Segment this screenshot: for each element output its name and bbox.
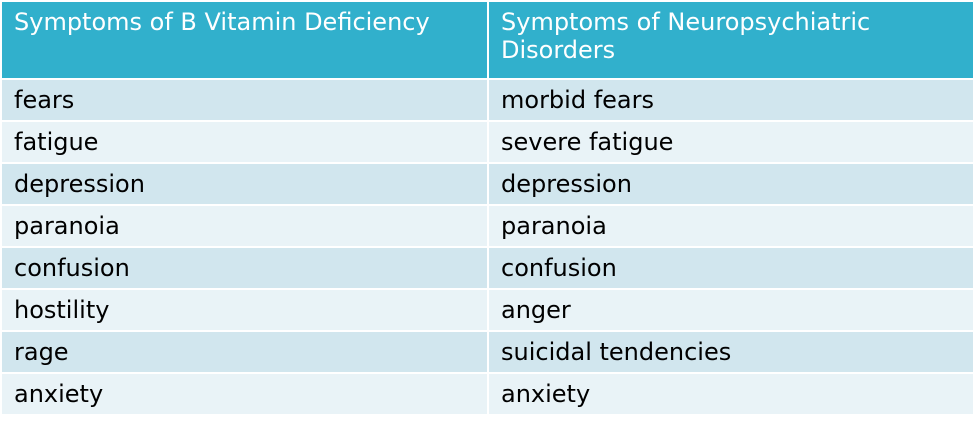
table-cell: fears xyxy=(0,78,489,122)
table: Symptoms of B Vitamin Deficiency Symptoms… xyxy=(0,0,975,416)
table-cell: severe fatigue xyxy=(487,120,975,164)
header-row: Symptoms of B Vitamin Deficiency Symptoms… xyxy=(0,0,975,80)
table-row: depression depression xyxy=(0,162,975,206)
table-cell: anger xyxy=(487,288,975,332)
table-cell: confusion xyxy=(0,246,489,290)
table-cell: paranoia xyxy=(0,204,489,248)
table-row: confusion confusion xyxy=(0,246,975,290)
table-cell: anxiety xyxy=(487,372,975,416)
table-cell: suicidal tendencies xyxy=(487,330,975,374)
table-cell: paranoia xyxy=(487,204,975,248)
table-row: fatigue severe fatigue xyxy=(0,120,975,164)
header-cell: Symptoms of B Vitamin Deficiency xyxy=(0,0,489,80)
table-cell: confusion xyxy=(487,246,975,290)
table-cell: anxiety xyxy=(0,372,489,416)
table-cell: depression xyxy=(0,162,489,206)
table-cell: fatigue xyxy=(0,120,489,164)
table-row: anxiety anxiety xyxy=(0,372,975,416)
header-cell: Symptoms of Neuropsychiatric Disorders xyxy=(487,0,975,80)
table-cell: morbid fears xyxy=(487,78,975,122)
table-row: fears morbid fears xyxy=(0,78,975,122)
table-cell: hostility xyxy=(0,288,489,332)
table-row: hostility anger xyxy=(0,288,975,332)
table-row: rage suicidal tendencies xyxy=(0,330,975,374)
table-cell: depression xyxy=(487,162,975,206)
table-cell: rage xyxy=(0,330,489,374)
table-row: paranoia paranoia xyxy=(0,204,975,248)
